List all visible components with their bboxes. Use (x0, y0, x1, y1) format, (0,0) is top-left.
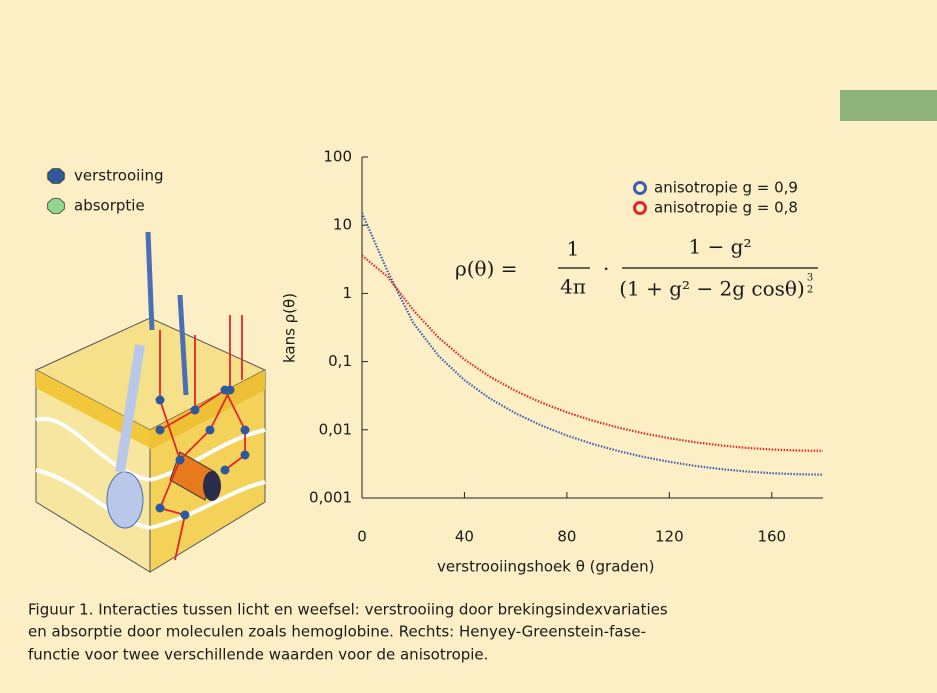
caption-line: en absorptie door moleculen zoals hemogl… (28, 623, 646, 641)
legend-marker (48, 199, 65, 214)
formula-lhs: ρ(θ) = (455, 257, 518, 281)
y-tick-label: 10 (333, 216, 352, 234)
formula-part: 1 (567, 237, 580, 261)
y-tick-label: 0,001 (309, 489, 352, 507)
tab-marker (840, 90, 937, 121)
y-tick-label: 100 (323, 148, 352, 166)
formula-part: (1 + g² − 2g cosθ) (619, 277, 805, 301)
x-tick-label: 80 (557, 528, 576, 546)
legend-label: verstrooiing (74, 167, 164, 185)
x-axis-label: verstrooiingshoek θ (graden) (437, 558, 655, 576)
formula-part: 2 (807, 285, 813, 296)
y-tick-label: 0,1 (328, 352, 352, 370)
x-tick-label: 120 (655, 528, 684, 546)
formula-part: · (603, 257, 609, 281)
x-tick-label: 40 (455, 528, 474, 546)
figure: ρ(θ) = 1 4π · 1 − g² (1 + g² − 2g cosθ) … (0, 0, 937, 693)
y-tick-label: 1 (342, 284, 352, 302)
legend-label: anisotropie g = 0,9 (654, 179, 798, 197)
y-tick-label: 0,01 (319, 420, 352, 438)
x-tick-label: 160 (757, 528, 786, 546)
legend-label: absorptie (74, 197, 145, 215)
formula-part: 4π (560, 275, 586, 299)
caption-line: Figuur 1. Interacties tussen licht en we… (28, 601, 668, 619)
caption-line: functie voor twee verschillende waarden … (28, 646, 488, 664)
legend-label: anisotropie g = 0,8 (654, 199, 798, 217)
x-tick-label: 0 (357, 528, 367, 546)
legend-marker (48, 169, 65, 184)
formula-part: 1 − g² (688, 235, 751, 259)
y-axis-label: kans ρ(θ) (281, 293, 299, 363)
formula-part: 3 (807, 273, 813, 284)
